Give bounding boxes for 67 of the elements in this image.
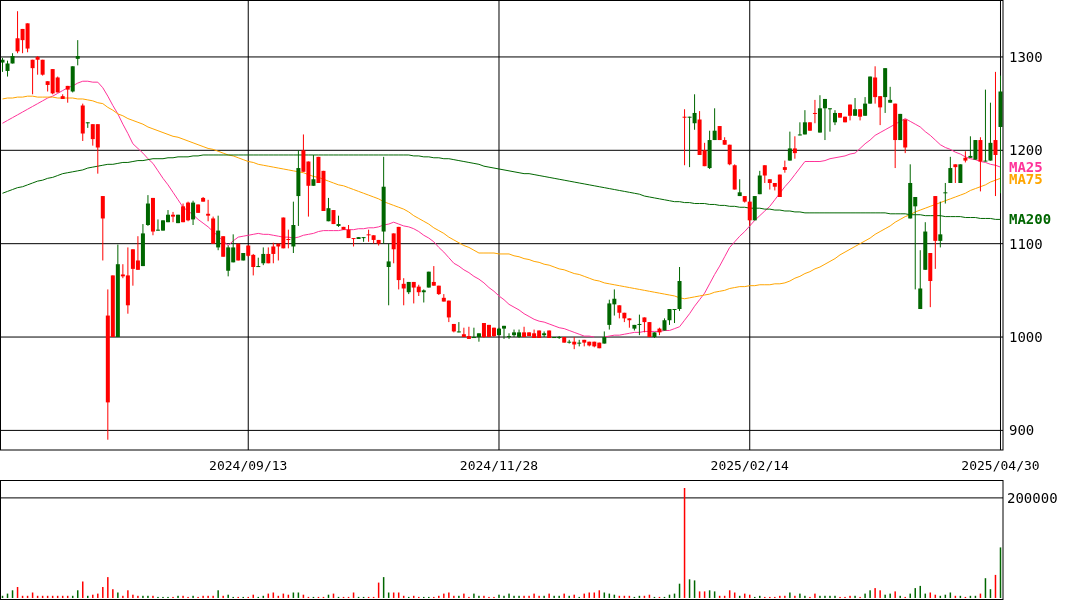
candlestick xyxy=(993,71,998,197)
candlestick xyxy=(431,265,436,287)
candlestick xyxy=(471,327,476,339)
candlestick xyxy=(476,332,481,343)
candlestick xyxy=(95,123,100,175)
x-tick-label: 2025/02/14 xyxy=(710,458,790,473)
candlestick xyxy=(100,195,105,261)
candlestick xyxy=(978,136,983,192)
candlestick xyxy=(812,99,817,124)
candlestick xyxy=(637,314,642,336)
candlestick xyxy=(827,107,832,133)
candlestick xyxy=(988,102,993,162)
candlestick xyxy=(983,89,988,163)
candlestick xyxy=(918,249,923,310)
candlestick xyxy=(953,163,958,184)
candlestick xyxy=(145,194,150,227)
candlestick xyxy=(191,200,196,226)
candlestick xyxy=(291,201,296,254)
y-tick-label: 900 xyxy=(1009,422,1035,439)
y-tick-label: 1100 xyxy=(1009,235,1043,252)
candlestick xyxy=(822,98,827,141)
candlestick xyxy=(607,299,612,331)
y-tick-label: 1200 xyxy=(1009,142,1043,159)
candlestick xyxy=(271,242,276,264)
candlestick xyxy=(712,107,717,141)
x-tick-label: 2024/11/28 xyxy=(459,458,539,473)
candlestick xyxy=(135,235,140,271)
candlestick xyxy=(466,326,471,340)
candlestick xyxy=(75,39,80,66)
candlestick xyxy=(386,243,391,306)
candlestick xyxy=(873,65,878,105)
series-label: MA200 xyxy=(1009,211,1052,228)
candlestick xyxy=(226,245,231,277)
x-tick-label: 2024/09/13 xyxy=(209,458,288,473)
candlestick xyxy=(948,156,953,184)
x-tick-label: 2025/04/30 xyxy=(961,458,1040,473)
candlestick xyxy=(853,97,858,117)
candlestick xyxy=(968,135,973,159)
candlestick xyxy=(35,55,40,76)
candlestick xyxy=(502,325,507,340)
candlestick xyxy=(512,329,517,338)
candlestick xyxy=(456,321,461,333)
candlestick xyxy=(863,96,868,117)
candlestick xyxy=(221,235,226,258)
candlestick xyxy=(943,182,948,205)
candlestick xyxy=(797,121,802,136)
candlestick xyxy=(507,332,512,340)
candlestick xyxy=(522,326,527,338)
series-label: MA75 xyxy=(1009,171,1043,188)
candlestick xyxy=(682,108,687,166)
candlestick xyxy=(206,199,211,222)
candlestick xyxy=(366,229,371,243)
text: 200000 xyxy=(1007,489,1058,506)
candlestick xyxy=(672,308,677,324)
candlestick xyxy=(802,109,807,135)
candlestick xyxy=(30,59,35,95)
candlestick xyxy=(542,330,547,338)
candlestick xyxy=(747,201,752,227)
y-tick-label: 1000 xyxy=(1009,328,1043,345)
candlestick xyxy=(692,93,697,131)
candlestick xyxy=(792,135,797,160)
line-series xyxy=(2,95,1001,300)
candlestick xyxy=(171,211,176,223)
candlestick xyxy=(216,215,221,251)
y-tick-label: 1300 xyxy=(1009,48,1043,65)
candlestick xyxy=(787,131,792,162)
candlestick xyxy=(958,163,963,184)
